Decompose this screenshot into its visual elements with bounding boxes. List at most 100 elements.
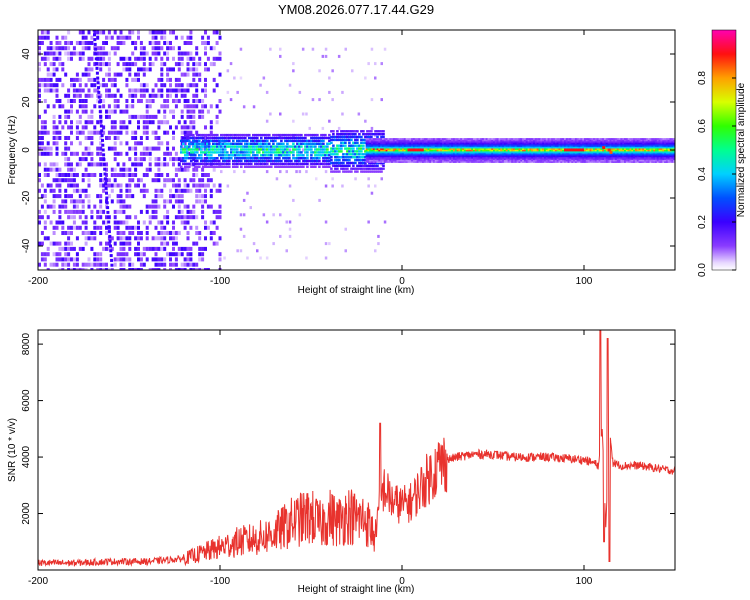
heatmap-cell xyxy=(549,146,552,149)
heatmap-cell xyxy=(385,149,388,152)
heatmap-cell xyxy=(569,145,572,148)
heatmap-cell xyxy=(220,136,223,140)
heatmap-cell xyxy=(485,148,488,150)
heatmap-cell xyxy=(360,156,363,159)
heatmap-cell xyxy=(330,153,333,156)
heatmap-cell xyxy=(394,151,397,153)
heatmap-cell xyxy=(128,257,132,262)
heatmap-cell xyxy=(522,151,525,153)
heatmap-cell xyxy=(364,133,367,136)
heatmap-cell xyxy=(145,204,149,209)
heatmap-cell xyxy=(314,148,317,151)
heatmap-cell xyxy=(316,148,319,151)
heatmap-cell xyxy=(456,155,459,158)
heatmap-cell xyxy=(119,41,123,45)
heatmap-cell xyxy=(380,139,383,142)
heatmap-cell xyxy=(493,146,496,149)
heatmap-cell xyxy=(374,170,377,173)
heatmap-cell xyxy=(418,146,421,149)
heatmap-cell xyxy=(296,142,299,145)
heatmap-cell xyxy=(573,145,576,148)
heatmap-cell xyxy=(582,139,585,142)
heatmap-cell xyxy=(474,159,477,162)
heatmap-cell xyxy=(148,204,152,209)
heatmap-cell xyxy=(254,133,257,137)
heatmap-cell xyxy=(369,159,372,162)
heatmap-cell xyxy=(105,62,108,67)
heatmap-cell xyxy=(580,155,583,158)
heatmap-cell xyxy=(282,142,285,145)
heatmap-cell xyxy=(61,151,65,156)
heatmap-cell xyxy=(383,158,386,160)
heatmap-cell xyxy=(454,151,457,153)
heatmap-cell xyxy=(87,151,91,156)
heatmap-cell xyxy=(520,161,523,163)
heatmap-cell xyxy=(222,139,225,143)
heatmap-cell xyxy=(553,140,556,143)
heatmap-cell xyxy=(380,148,383,150)
heatmap-cell xyxy=(109,244,112,248)
heatmap-cell xyxy=(551,143,554,146)
heatmap-cell xyxy=(442,158,445,160)
heatmap-cell xyxy=(326,157,329,160)
heatmap-cell xyxy=(43,62,47,67)
heatmap-cell xyxy=(244,133,247,137)
heatmap-cell xyxy=(538,155,541,158)
heatmap-cell xyxy=(473,161,476,163)
heatmap-cell xyxy=(456,161,459,163)
heatmap-cell xyxy=(195,194,199,199)
heatmap-cell xyxy=(400,140,403,143)
heatmap-cell xyxy=(180,130,184,135)
heatmap-cell xyxy=(40,231,44,235)
heatmap-cell xyxy=(514,146,517,149)
heatmap-cell xyxy=(157,262,161,267)
heatmap-cell xyxy=(356,150,359,153)
heatmap-cell xyxy=(52,88,56,93)
heatmap-cell xyxy=(67,225,71,230)
heatmap-cell xyxy=(358,150,361,153)
heatmap-cell xyxy=(224,151,227,154)
heatmap-cell xyxy=(531,142,534,145)
heatmap-cell xyxy=(367,145,370,148)
heatmap-cell xyxy=(422,146,425,149)
heatmap-cell xyxy=(160,67,164,72)
heatmap-cell xyxy=(382,159,385,162)
heatmap-cell xyxy=(520,142,523,145)
heatmap-cell xyxy=(442,149,445,152)
heatmap-cell xyxy=(403,159,406,162)
heatmap-cell xyxy=(128,225,132,230)
heatmap-cell xyxy=(196,139,199,143)
heatmap-cell xyxy=(246,151,249,154)
heatmap-cell xyxy=(198,162,201,166)
heatmap-cell xyxy=(423,159,426,162)
heatmap-cell xyxy=(456,140,459,143)
heatmap-cell xyxy=(314,151,317,154)
heatmap-cell xyxy=(55,83,59,88)
heatmap-cell xyxy=(93,262,97,267)
heatmap-cell xyxy=(218,136,221,140)
heatmap-cell xyxy=(573,151,576,153)
heatmap-cell xyxy=(414,148,417,150)
heatmap-cell xyxy=(246,154,249,157)
heatmap-cell xyxy=(58,268,62,270)
heatmap-cell xyxy=(480,151,483,153)
heatmap-cell xyxy=(344,158,347,162)
heatmap-cell xyxy=(482,151,485,153)
heatmap-cell xyxy=(525,142,528,145)
heatmap-cell xyxy=(498,159,501,162)
heatmap-cell xyxy=(304,148,307,151)
heatmap-cell xyxy=(260,148,263,151)
heatmap-cell xyxy=(371,153,374,156)
heatmap-cell xyxy=(427,159,430,162)
heatmap-cell xyxy=(387,145,390,148)
heatmap-cell xyxy=(107,241,111,246)
heatmap-cell xyxy=(523,139,527,142)
heatmap-cell xyxy=(119,252,123,257)
heatmap-cell xyxy=(286,151,289,154)
heatmap-cell xyxy=(445,153,448,156)
heatmap-cell xyxy=(445,159,448,162)
heatmap-cell xyxy=(574,143,578,146)
heatmap-cell xyxy=(278,159,281,163)
heatmap-cell xyxy=(134,268,138,270)
heatmap-cell xyxy=(183,204,187,209)
